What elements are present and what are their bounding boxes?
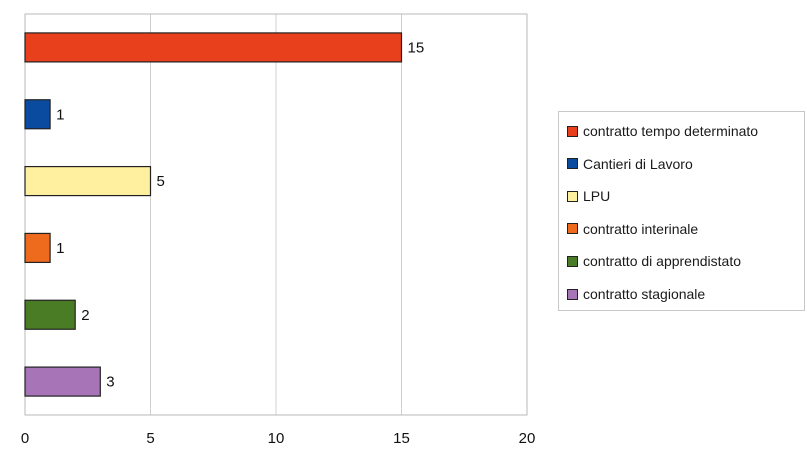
legend-label: contratto tempo determinato	[583, 123, 759, 139]
legend-item: LPU	[567, 186, 610, 206]
bar-4	[24, 299, 76, 330]
legend-label: Cantieri di Lavoro	[583, 155, 693, 172]
x-tick-label-4: 20	[519, 430, 536, 447]
legend-swatch	[567, 190, 578, 202]
bar-1	[24, 99, 51, 130]
data-label-2: 5	[157, 173, 165, 190]
x-tick-label-2: 10	[268, 430, 285, 447]
bar-2	[24, 165, 152, 197]
grid-lines	[150, 14, 402, 415]
legend-item: contratto interinale	[567, 219, 698, 239]
legend-item: contratto tempo determinato	[567, 121, 758, 141]
legend-swatch	[567, 125, 578, 137]
x-tick-label-0: 0	[21, 430, 29, 447]
legend-label: LPU	[583, 188, 611, 205]
x-tick-label-1: 5	[146, 430, 154, 447]
x-axis-tick-labels: 0 5 10 15 20	[21, 430, 536, 447]
legend-swatch	[567, 223, 578, 235]
legend-item: contratto di apprendistato	[567, 251, 741, 271]
data-label-1: 1	[56, 106, 64, 123]
data-label-0: 15	[408, 39, 425, 56]
bars	[24, 32, 403, 397]
legend-label: contratto di apprendistato	[583, 253, 741, 270]
legend-label: contratto interinale	[583, 220, 699, 237]
bar-3	[24, 232, 51, 264]
legend: contratto tempo determinato Cantieri di L…	[558, 111, 805, 311]
bar-5	[24, 366, 101, 397]
bar-0	[24, 32, 403, 63]
legend-swatch	[567, 255, 578, 267]
plot-area	[24, 13, 528, 416]
x-tick-label-3: 15	[393, 430, 410, 447]
legend-swatch	[567, 158, 578, 170]
legend-item: contratto stagionale	[567, 284, 705, 304]
data-label-3: 1	[56, 240, 64, 257]
legend-swatch	[567, 288, 578, 300]
legend-label: contratto stagionale	[583, 286, 706, 302]
legend-item: Cantieri di Lavoro	[567, 154, 693, 174]
data-label-5: 3	[106, 374, 114, 391]
data-label-4: 2	[81, 307, 89, 324]
